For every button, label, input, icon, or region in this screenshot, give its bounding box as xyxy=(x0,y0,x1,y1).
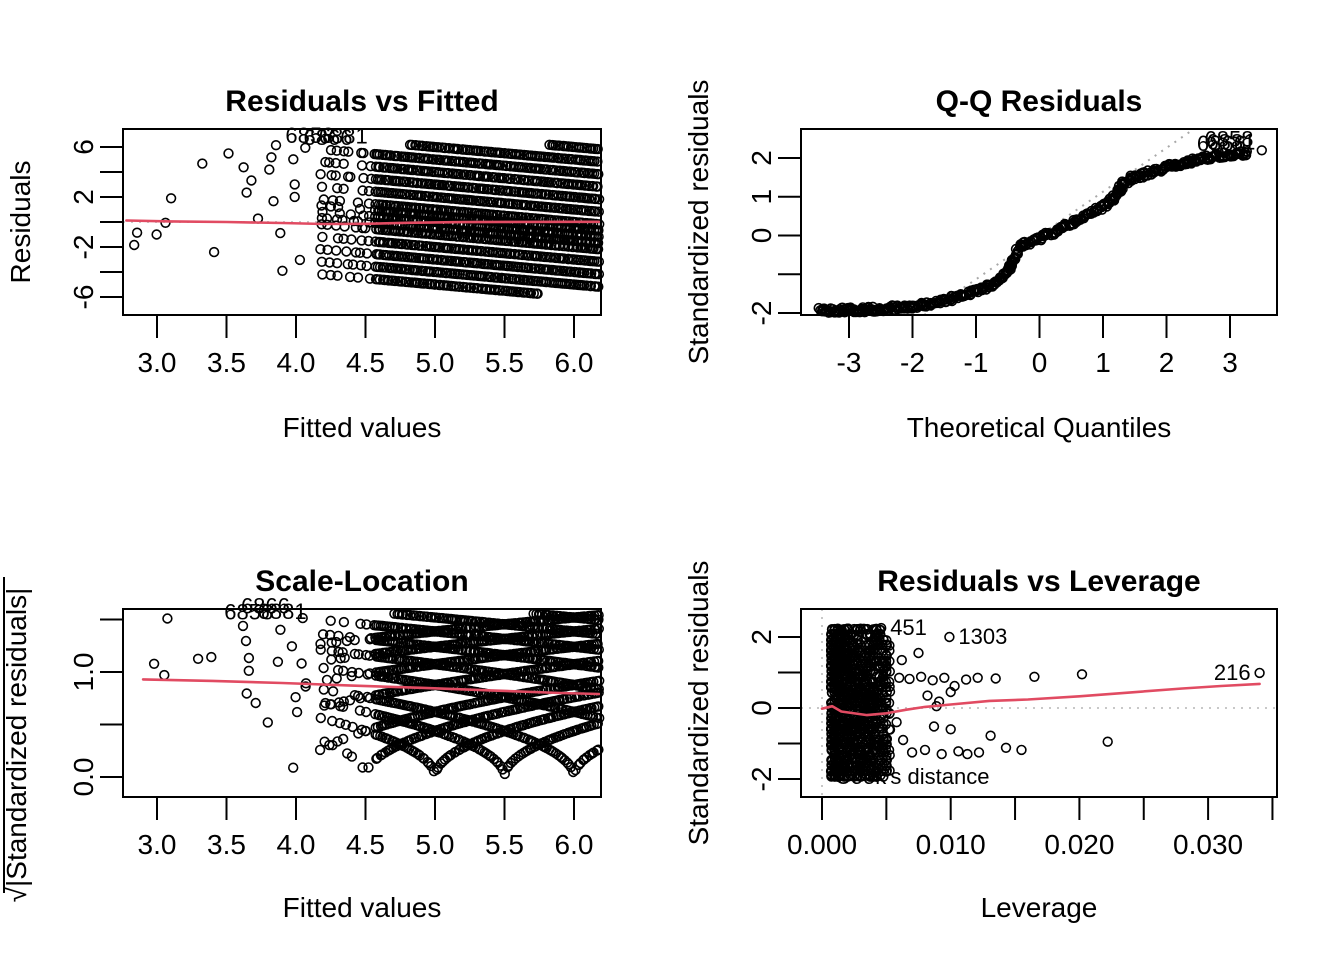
svg-text:3.5: 3.5 xyxy=(207,829,246,860)
svg-text:0.020: 0.020 xyxy=(1044,829,1114,860)
panel2-xlabel: Theoretical Quantiles xyxy=(907,412,1172,443)
svg-text:3.0: 3.0 xyxy=(138,347,177,378)
svg-text:4.5: 4.5 xyxy=(346,347,385,378)
panel4-point-labels: 451 1303 216 xyxy=(890,615,1250,685)
svg-text:3.0: 3.0 xyxy=(138,829,177,860)
svg-text:4.0: 4.0 xyxy=(277,347,316,378)
panel3-ylabel: √|Standardized residuals| xyxy=(1,577,32,902)
panel1-ylabel: Residuals xyxy=(5,161,36,284)
svg-text:1: 1 xyxy=(746,189,777,205)
svg-text:2: 2 xyxy=(68,189,99,205)
panel4-xlabel: Leverage xyxy=(981,892,1098,923)
panel2-title: Q-Q Residuals xyxy=(936,85,1143,118)
svg-text:Standardized residuals: Standardized residuals xyxy=(683,561,714,846)
panel1-axis-ticks: 3.0 3.5 4.0 4.5 5.0 5.5 6.0 6 2 -2 -6 xyxy=(68,139,593,378)
panel1-xlabel: Fitted values xyxy=(283,412,442,443)
svg-text:6881: 6881 xyxy=(258,599,307,624)
panel3-plot-box xyxy=(122,608,602,798)
svg-text:6881: 6881 xyxy=(1206,129,1255,154)
panel-residuals-vs-leverage: Residuals vs Leverage 451 1303 216 Cook's … xyxy=(683,561,1278,923)
svg-text:-2: -2 xyxy=(68,235,99,260)
svg-text:6866: 6866 xyxy=(1197,131,1246,156)
svg-text:0.000: 0.000 xyxy=(787,829,857,860)
svg-text:0: 0 xyxy=(746,700,777,716)
panel3-title: Scale-Location xyxy=(255,565,468,598)
svg-text:Residuals: Residuals xyxy=(5,161,36,284)
svg-text:1303: 1303 xyxy=(958,624,1007,649)
panel2-axis-ticks: -3 -2 -1 0 1 2 3 2 1 0 -2 xyxy=(746,150,1238,378)
svg-text:6858: 6858 xyxy=(1205,126,1254,151)
svg-text:-6: -6 xyxy=(68,285,99,310)
svg-text:0.0: 0.0 xyxy=(68,758,99,797)
panel1-title: Residuals vs Fitted xyxy=(225,85,498,118)
svg-text:6881: 6881 xyxy=(319,123,368,148)
svg-text:5.0: 5.0 xyxy=(416,347,455,378)
panel4-plot-box xyxy=(800,608,1278,798)
svg-text:-2: -2 xyxy=(900,347,925,378)
svg-text:6.0: 6.0 xyxy=(555,829,594,860)
svg-text:2: 2 xyxy=(746,150,777,166)
svg-text:-2: -2 xyxy=(746,767,777,792)
svg-text:0.010: 0.010 xyxy=(916,829,986,860)
svg-text:4.5: 4.5 xyxy=(346,829,385,860)
svg-text:4.0: 4.0 xyxy=(277,829,316,860)
svg-text:1: 1 xyxy=(1095,347,1111,378)
svg-text:2: 2 xyxy=(746,629,777,645)
svg-text:3: 3 xyxy=(1222,347,1238,378)
panel2-ylabel: Standardized residuals xyxy=(683,80,714,365)
panel4-ylabel: Standardized residuals xyxy=(683,561,714,846)
panel4-title: Residuals vs Leverage xyxy=(877,565,1201,598)
panel2-scatter-points xyxy=(813,145,1268,318)
svg-text:-3: -3 xyxy=(837,347,862,378)
svg-text:451: 451 xyxy=(890,615,927,640)
svg-text:6.0: 6.0 xyxy=(555,347,594,378)
panel4-smooth-line xyxy=(820,682,1261,717)
panel3-xlabel: Fitted values xyxy=(283,892,442,923)
panel4-scatter-points xyxy=(825,622,1265,782)
svg-text:3.5: 3.5 xyxy=(207,347,246,378)
svg-text:Standardized residuals: Standardized residuals xyxy=(683,80,714,365)
panel3-scatter-points xyxy=(148,608,605,780)
svg-text:6858: 6858 xyxy=(285,123,334,148)
svg-text:216: 216 xyxy=(1214,660,1251,685)
svg-text:-1: -1 xyxy=(964,347,989,378)
panel4-cooks-distance-label: Cook's distance xyxy=(835,764,990,789)
panel3-axis-ticks: 3.0 3.5 4.0 4.5 5.0 5.5 6.0 1.0 0.0 xyxy=(68,618,594,860)
svg-text:5.0: 5.0 xyxy=(416,829,455,860)
svg-text:√|Standardized residuals|: √|Standardized residuals| xyxy=(1,588,32,903)
svg-text:-2: -2 xyxy=(746,301,777,326)
svg-text:0: 0 xyxy=(746,228,777,244)
panel3-smooth-line xyxy=(141,678,601,696)
panel2-qq-reference-line xyxy=(923,128,1195,316)
panel1-smooth-line xyxy=(125,219,601,226)
svg-text:0: 0 xyxy=(1032,347,1048,378)
svg-text:5.5: 5.5 xyxy=(485,347,524,378)
svg-text:0.030: 0.030 xyxy=(1173,829,1243,860)
svg-text:6: 6 xyxy=(68,139,99,155)
svg-text:1.0: 1.0 xyxy=(68,653,99,692)
svg-text:5.5: 5.5 xyxy=(485,829,524,860)
panel4-axis-ticks: 0.000 0.010 0.020 0.030 2 0 -2 xyxy=(746,629,1274,860)
svg-text:2: 2 xyxy=(1159,347,1175,378)
panel1-scatter-points xyxy=(129,139,605,299)
